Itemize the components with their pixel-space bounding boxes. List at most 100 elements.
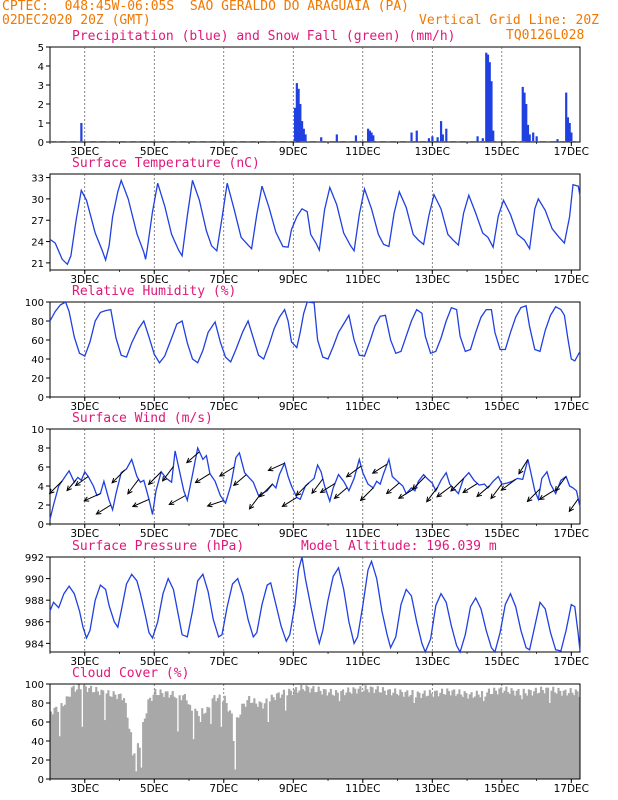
cloud-bar	[371, 687, 374, 779]
cloud-bar	[324, 689, 327, 779]
cloud-bar	[508, 693, 511, 779]
precip-bar	[299, 104, 302, 142]
cloud-bar	[192, 739, 195, 779]
cloud-bar	[282, 689, 285, 779]
precip-bar	[410, 132, 413, 142]
cloud-bar	[116, 699, 119, 779]
wind-arrow	[162, 466, 174, 482]
cloud-bar	[109, 696, 112, 779]
precip-bar	[445, 128, 448, 142]
temperature-title: Surface Temperature (nC)	[72, 156, 260, 171]
cloud-bar	[444, 694, 447, 779]
cloud-bar	[491, 693, 494, 779]
wind-arrow	[426, 486, 438, 502]
cloud-bar	[522, 688, 525, 779]
cloud-bar	[220, 726, 223, 779]
cloud-bar	[482, 701, 485, 779]
cloud-bar	[541, 690, 544, 779]
wind-arrow	[320, 483, 336, 493]
cloud-bar	[515, 690, 518, 779]
cloud-bar	[404, 691, 407, 779]
y-tick-label: 992	[25, 553, 44, 564]
wind-arrow-head	[359, 495, 366, 502]
y-tick-label: 0	[38, 520, 44, 531]
wind-arrow-head	[267, 466, 274, 472]
cloud-bar	[289, 690, 292, 779]
cloud-bar	[140, 767, 143, 779]
header-line2-left: 02DEC2020 20Z (GMT)	[2, 13, 151, 28]
cloud-bar	[213, 695, 216, 779]
cloud-bar	[562, 690, 565, 779]
wind-arrow-head	[538, 494, 545, 500]
cloud-bar	[308, 692, 312, 779]
cloud-bar	[326, 695, 329, 779]
wind-arrow-head	[248, 503, 255, 510]
cloud-bar	[187, 704, 190, 779]
wind-arrow	[346, 465, 362, 478]
precip-bar	[525, 104, 528, 142]
precip-bar	[368, 130, 371, 142]
cloud-bar	[322, 689, 325, 779]
cloud-bar	[307, 686, 310, 779]
series-line	[49, 556, 581, 654]
precip-bar	[565, 92, 568, 142]
cloud-bar	[331, 694, 334, 779]
cloud-bar	[298, 690, 301, 779]
x-tick-label: 9DEC	[279, 146, 308, 158]
cloud-bar	[202, 713, 206, 779]
cloud-bar	[314, 692, 317, 779]
cloud-bar	[182, 695, 185, 779]
cloud-bar	[569, 688, 572, 779]
x-tick-label: 11DEC	[345, 528, 380, 540]
cloud-bar	[218, 694, 221, 779]
x-tick-label: 15DEC	[484, 783, 519, 795]
cloud-bar	[548, 703, 551, 779]
cloud-bar	[190, 710, 193, 779]
x-tick-label: 3DEC	[70, 146, 99, 158]
cloud-bar	[560, 695, 564, 779]
cloud-bar	[76, 689, 79, 779]
wind-arrow	[83, 493, 101, 502]
cloud-bar	[399, 689, 402, 779]
wind-arrow-head	[83, 496, 90, 502]
series-line	[49, 445, 581, 520]
wind-arrow-head	[397, 493, 404, 499]
cloud-bar	[357, 688, 360, 779]
wind-arrow	[372, 463, 388, 474]
precip-bar	[80, 123, 83, 142]
cloud-bar	[112, 691, 115, 779]
wind-arrow-head	[333, 493, 340, 500]
x-tick-label: 17DEC	[554, 146, 589, 158]
cloud-bar	[348, 692, 352, 779]
cloud-bar	[208, 707, 211, 779]
cloud-bar	[201, 708, 204, 779]
precip-bar	[300, 121, 304, 142]
cloud-bar	[291, 694, 294, 779]
cloud-bar	[281, 694, 284, 779]
cloud-bar	[555, 693, 558, 779]
pressure-title: Surface Pressure (hPa)	[72, 539, 245, 554]
cloud-bar	[211, 698, 214, 779]
cloud-bar	[437, 696, 440, 779]
cloud-bar	[70, 687, 73, 779]
cloud-bar	[145, 713, 148, 779]
cloud-bar	[117, 694, 120, 779]
cloud-bar	[500, 687, 503, 779]
cloud-bar	[519, 695, 522, 779]
cloud-bar	[345, 692, 348, 779]
cloud-bar	[253, 698, 256, 779]
cloud-bar	[434, 690, 437, 779]
wind-arrow	[233, 474, 247, 486]
cloud-bar	[69, 696, 72, 779]
cloud-bar	[232, 741, 235, 779]
cloud-bar	[159, 689, 162, 779]
wind-arrow-head	[385, 488, 392, 495]
cloud-bar	[317, 686, 320, 779]
cloud-bar	[350, 693, 353, 779]
wind-arrow	[49, 480, 63, 494]
precip-bar	[295, 83, 298, 142]
cloud-bar	[178, 695, 181, 779]
x-tick-label: 5DEC	[140, 528, 169, 540]
wind-arrow	[295, 482, 310, 496]
x-tick-label: 17DEC	[554, 274, 589, 286]
